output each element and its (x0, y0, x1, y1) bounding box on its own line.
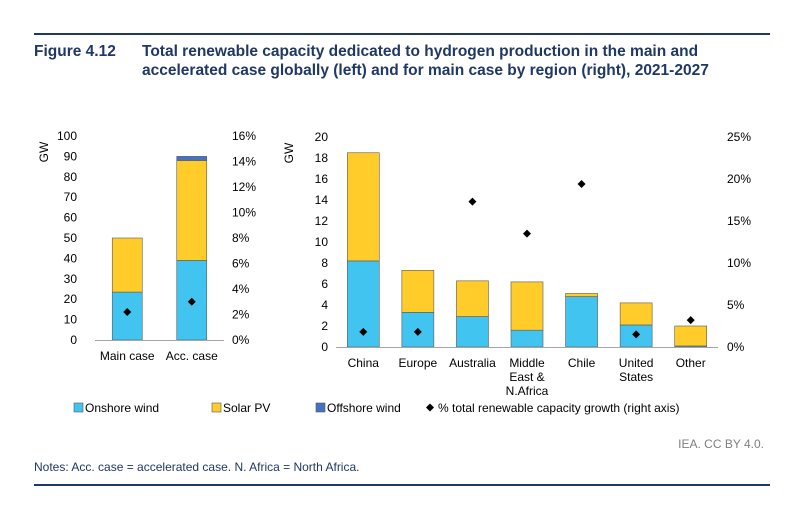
growth-marker (468, 197, 477, 206)
y-tick-label: 0 (321, 340, 328, 354)
top-rule (34, 33, 770, 35)
legend-growth-label: % total renewable capacity growth (right… (438, 401, 679, 415)
bar-segment-solar-pv (456, 280, 489, 317)
category-label: N.Africa (506, 384, 549, 398)
category-label: United (619, 356, 654, 370)
y-tick-label: 60 (64, 211, 78, 225)
bar-segment-solar-pv (346, 152, 380, 262)
bar-segment-onshore-wind (510, 329, 544, 348)
y-tick-label: 20 (315, 130, 329, 144)
y-tick-label: 16 (315, 172, 329, 186)
y2-tick-label: 14% (232, 155, 256, 169)
growth-marker (523, 229, 531, 238)
figure-number: Figure 4.12 (34, 43, 116, 60)
figure-title: Total renewable capacity dedicated to hy… (142, 43, 709, 79)
legend-onshore-wind-label: Onshore wind (85, 401, 159, 415)
y-tick-label: 10 (64, 313, 78, 327)
y-axis-label: GW (282, 142, 296, 163)
y2-tick-label: 25% (727, 130, 751, 144)
growth-marker (187, 297, 196, 306)
bar-segment-solar-pv (619, 302, 653, 326)
growth-marker (413, 327, 422, 336)
category-label: East & (509, 370, 544, 384)
bar-segment-onshore-wind (565, 296, 598, 348)
y2-tick-label: 15% (727, 214, 751, 228)
notes-text: Notes: Acc. case = accelerated case. N. … (34, 460, 360, 474)
category-label: Middle (509, 356, 545, 370)
bar-segment-onshore-wind (456, 316, 489, 348)
bar-segment-onshore-wind (111, 291, 143, 341)
category-label: Europe (399, 356, 438, 370)
legend-offshore-wind-swatch (315, 402, 326, 413)
y-tick-label: 8 (321, 256, 328, 270)
category-label: Other (676, 356, 706, 370)
bar-segment-offshore-wind (176, 156, 208, 161)
y2-tick-label: 0% (727, 340, 745, 354)
category-label: Australia (449, 356, 496, 370)
y2-tick-label: 20% (727, 172, 751, 186)
y-tick-label: 100 (57, 129, 77, 143)
y-tick-label: 14 (315, 193, 329, 207)
y2-tick-label: 8% (232, 231, 250, 245)
y-tick-label: 4 (321, 298, 328, 312)
y-tick-label: 0 (70, 333, 77, 347)
legend-growth-marker (426, 403, 434, 412)
legend-offshore-wind-label: Offshore wind (327, 401, 401, 415)
y2-tick-label: 5% (727, 298, 745, 312)
y-tick-label: 18 (315, 151, 329, 165)
y-tick-label: 12 (315, 214, 329, 228)
y-tick-label: 30 (64, 272, 78, 286)
y-axis-label: GW (37, 141, 51, 162)
growth-marker (359, 327, 368, 336)
y2-tick-label: 0% (232, 333, 250, 347)
category-label: Acc. case (166, 349, 218, 363)
bar-segment-solar-pv (111, 237, 143, 293)
category-label: China (348, 356, 380, 370)
y2-tick-label: 6% (232, 257, 250, 271)
y-tick-label: 40 (64, 251, 78, 265)
y-tick-label: 80 (64, 170, 78, 184)
bar-segment-solar-pv (176, 160, 208, 261)
bottom-rule (34, 484, 770, 486)
y2-tick-label: 2% (232, 308, 250, 322)
growth-marker (123, 307, 132, 316)
y2-tick-label: 16% (232, 129, 256, 143)
bar-segment-solar-pv (510, 281, 544, 331)
bar-segment-solar-pv (401, 270, 435, 313)
y-tick-label: 50 (64, 231, 78, 245)
y-tick-label: 6 (321, 277, 328, 291)
legend-solar-pv-swatch (211, 402, 222, 413)
y-tick-label: 10 (315, 235, 329, 249)
y2-tick-label: 10% (727, 256, 751, 270)
bar-segment-solar-pv (565, 293, 598, 297)
growth-marker (686, 316, 695, 325)
growth-marker (632, 330, 641, 339)
y-tick-label: 2 (321, 319, 328, 333)
y2-tick-label: 4% (232, 282, 250, 296)
legend-solar-pv-label: Solar PV (223, 401, 270, 415)
bar-segment-solar-pv (674, 325, 708, 347)
category-label: Main case (100, 349, 155, 363)
y2-tick-label: 12% (232, 180, 256, 194)
category-label: Chile (568, 356, 596, 370)
legend-onshore-wind-swatch (73, 402, 84, 413)
figure-header: Figure 4.12 Total renewable capacity ded… (34, 42, 770, 80)
y-tick-label: 20 (64, 292, 78, 306)
growth-marker (577, 180, 586, 189)
credit-text: IEA. CC BY 4.0. (678, 437, 764, 451)
y2-tick-label: 10% (232, 206, 256, 220)
category-label: States (619, 370, 653, 384)
y-tick-label: 70 (64, 190, 78, 204)
y-tick-label: 90 (64, 149, 78, 163)
